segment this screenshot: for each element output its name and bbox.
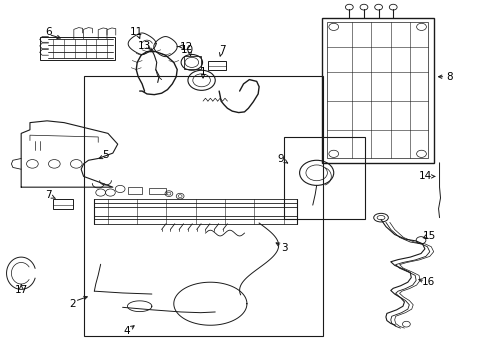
Text: 8: 8	[445, 72, 452, 82]
Text: 10: 10	[180, 45, 193, 55]
Text: 16: 16	[421, 277, 434, 287]
Bar	[53, 199, 73, 209]
Bar	[327, 22, 427, 158]
Text: 4: 4	[123, 325, 129, 336]
Bar	[128, 187, 142, 194]
Text: 7: 7	[219, 45, 225, 55]
Bar	[83, 76, 322, 336]
Bar	[149, 188, 165, 194]
Bar	[321, 18, 433, 163]
Text: 9: 9	[277, 154, 284, 164]
Text: 7: 7	[45, 190, 52, 201]
Bar	[207, 61, 225, 70]
Text: 15: 15	[422, 231, 435, 240]
Bar	[183, 56, 200, 69]
Bar	[284, 137, 365, 220]
Text: 17: 17	[15, 285, 28, 296]
Text: 5: 5	[102, 150, 109, 160]
Bar	[40, 37, 115, 60]
Text: 2: 2	[69, 299, 76, 309]
Text: 14: 14	[418, 171, 431, 181]
Text: 6: 6	[45, 27, 52, 37]
Text: 11: 11	[129, 27, 142, 37]
Text: 12: 12	[179, 42, 192, 51]
Text: 13: 13	[138, 41, 151, 50]
Text: 1: 1	[199, 67, 206, 77]
Text: 3: 3	[281, 243, 287, 253]
